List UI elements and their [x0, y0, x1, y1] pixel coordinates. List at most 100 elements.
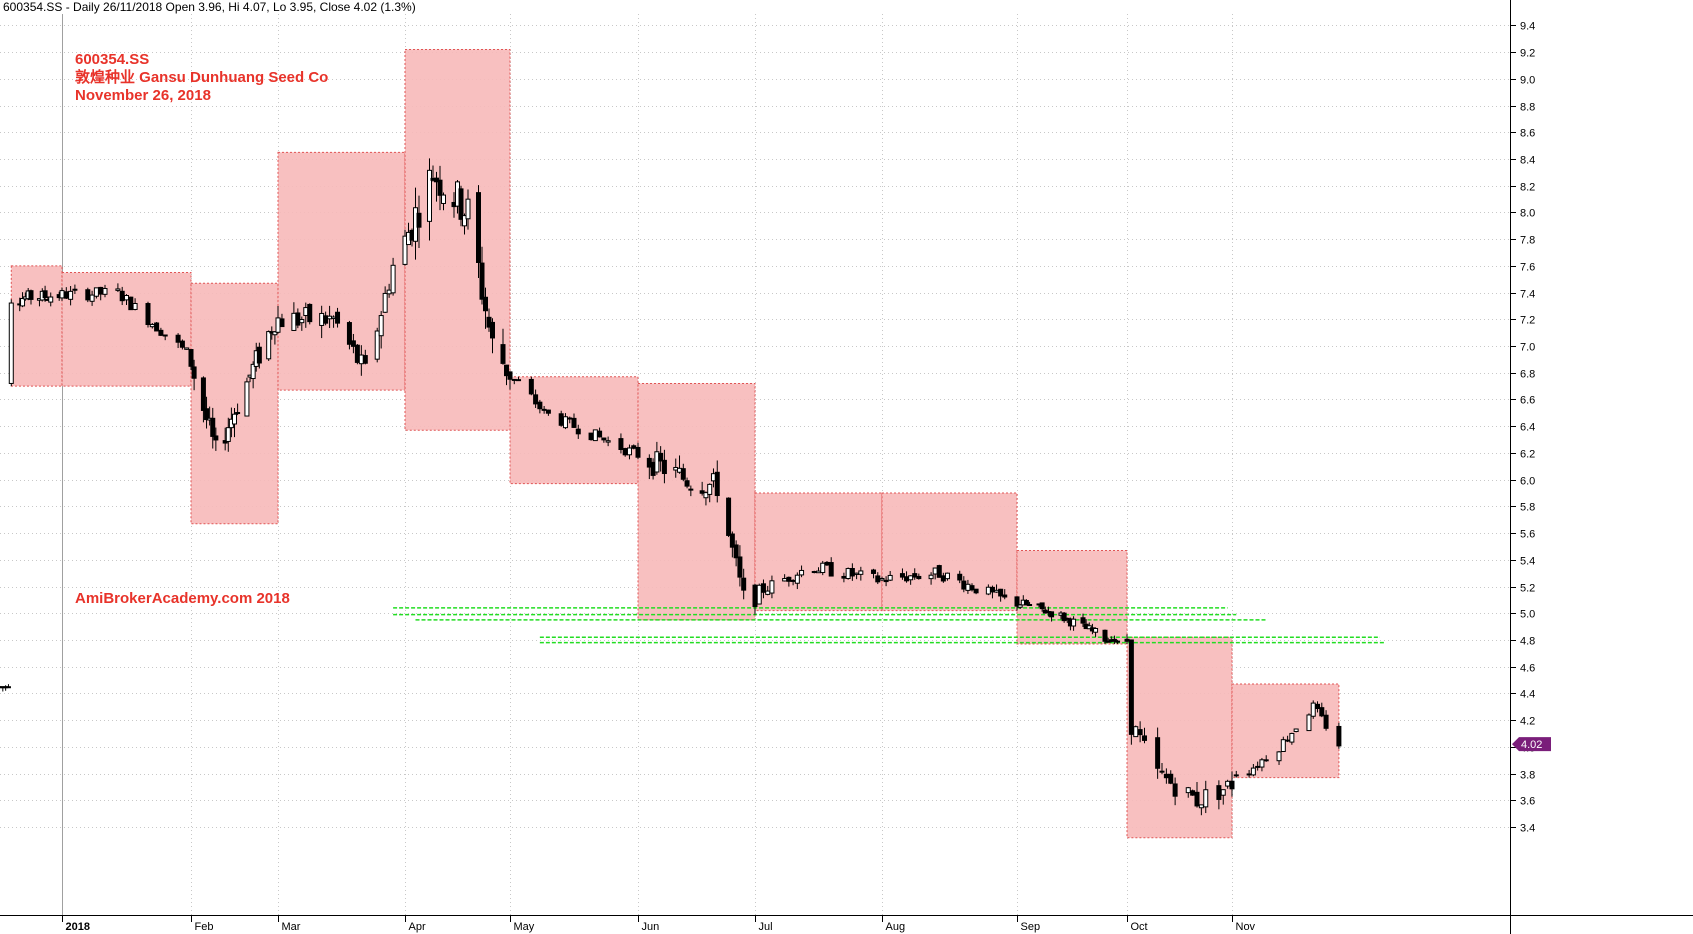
range-box — [881, 492, 1018, 612]
candle — [1220, 789, 1226, 805]
candle-body — [631, 445, 637, 449]
candle-body — [571, 417, 577, 428]
candle-body — [516, 379, 522, 382]
candle — [654, 441, 660, 475]
last-price-tag — [1512, 737, 1551, 752]
y-tick-label: 7.6 — [1520, 262, 1535, 274]
annotation-company: 敦煌种业 Gansu Dunhuang Seed Co — [75, 68, 328, 86]
candle — [571, 413, 577, 428]
range-box — [1231, 683, 1340, 779]
x-tick-label: Feb — [195, 921, 214, 933]
candle-body — [845, 568, 851, 580]
candle — [244, 377, 250, 417]
candle — [680, 463, 686, 482]
watermark: AmiBrokerAcademy.com 2018 — [75, 590, 290, 607]
candle-body — [1220, 789, 1226, 796]
x-tick-label: 2018 — [66, 921, 90, 933]
candle — [350, 333, 356, 354]
x-tick-label: Jul — [759, 921, 773, 933]
grid — [0, 14, 1510, 915]
candle-body — [790, 579, 796, 582]
candle — [635, 442, 641, 460]
candle-body — [904, 576, 910, 582]
candle-body — [1039, 602, 1045, 610]
candle-body — [601, 437, 607, 441]
candle — [811, 570, 817, 574]
candle — [89, 290, 95, 306]
candle-body — [295, 312, 301, 326]
candle-body — [699, 490, 705, 494]
candle — [973, 588, 979, 595]
candle-body — [335, 311, 341, 324]
candle-body — [382, 292, 388, 313]
y-tick-label: 5.2 — [1520, 583, 1535, 595]
candle-body — [1319, 707, 1325, 717]
candle — [1276, 751, 1282, 765]
y-tick-label: 5.0 — [1520, 609, 1535, 621]
candle — [42, 285, 48, 302]
y-tick-label: 3.8 — [1520, 770, 1535, 782]
candle-body — [541, 408, 547, 411]
y-tick-label: 4.8 — [1520, 636, 1535, 648]
candle — [1203, 780, 1209, 814]
candle-body — [707, 483, 713, 495]
candle-body — [1233, 774, 1239, 777]
candle-body — [175, 334, 181, 343]
candle-body — [1285, 739, 1291, 742]
range-box — [404, 48, 511, 431]
candle-body — [191, 366, 197, 379]
candle — [756, 583, 762, 605]
candle-body — [1102, 629, 1108, 642]
candle-body — [427, 169, 432, 222]
candle — [427, 158, 432, 241]
candle — [688, 485, 694, 497]
candle — [299, 316, 305, 331]
candle-body — [179, 340, 185, 348]
candle — [597, 427, 603, 438]
candle-body — [462, 215, 467, 227]
candle — [1017, 603, 1023, 609]
candle-body — [299, 319, 305, 324]
candle-body — [782, 578, 788, 582]
candle — [483, 287, 488, 329]
candle — [1310, 700, 1316, 719]
candle-body — [622, 448, 628, 456]
candle — [741, 568, 747, 600]
candle-body — [654, 451, 660, 473]
candle — [162, 334, 168, 341]
candle-body — [504, 364, 509, 377]
x-tick-label: May — [514, 921, 535, 933]
candle-body — [416, 212, 422, 228]
candle-body — [479, 262, 485, 300]
candle-body — [145, 303, 151, 325]
candle-body — [1017, 604, 1023, 608]
candle — [1229, 771, 1235, 797]
candle-body — [703, 492, 709, 499]
candle — [899, 568, 905, 580]
candle — [605, 436, 611, 447]
candle — [115, 283, 121, 293]
candle-body — [680, 468, 686, 480]
candle — [928, 572, 934, 585]
x-tick-label: Aug — [886, 921, 906, 933]
candle-body — [1163, 773, 1169, 779]
candle — [714, 460, 720, 503]
candle-body — [533, 394, 539, 405]
candle — [944, 572, 950, 581]
candle-body — [592, 429, 598, 442]
candle-body — [957, 573, 963, 581]
candle — [232, 408, 237, 438]
range-box — [10, 265, 63, 387]
candle-body — [458, 188, 464, 220]
last-price-marker: 4.02 — [1512, 737, 1551, 752]
candle — [1027, 601, 1033, 607]
candle — [507, 371, 513, 390]
range-box — [637, 382, 756, 621]
candle-body — [605, 440, 611, 443]
candle — [1293, 728, 1299, 733]
candle — [703, 491, 709, 506]
candle-body — [1229, 780, 1235, 790]
candle-body — [1137, 729, 1143, 736]
candle-body — [908, 575, 914, 581]
candle — [1023, 599, 1029, 606]
